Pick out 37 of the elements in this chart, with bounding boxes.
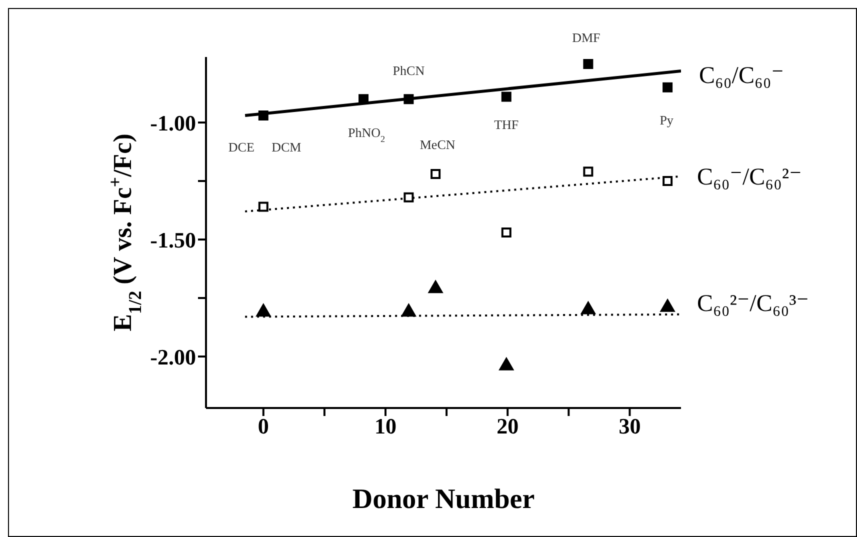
point — [662, 82, 673, 92]
y-tick-label: -1.50 — [150, 227, 196, 252]
annotation: DMF — [572, 30, 600, 46]
point — [499, 358, 514, 370]
annotation: PhCN — [392, 63, 426, 78]
point — [501, 228, 512, 238]
point — [404, 192, 414, 202]
annotation: DCE — [228, 140, 254, 154]
annotation: THF — [494, 116, 519, 132]
point — [501, 92, 512, 102]
x-tick-label: 30 — [618, 414, 641, 439]
point — [258, 110, 268, 120]
annotation: PhNO$_{2}$ — [348, 125, 386, 144]
x-tick-label: 20 — [496, 414, 519, 439]
point — [430, 169, 441, 179]
point — [256, 304, 270, 317]
series-label: C₆₀/C₆₀⁻ — [699, 62, 784, 89]
point — [428, 280, 443, 294]
series-label: C₆₀⁻/C₆₀²⁻ — [697, 164, 802, 191]
point — [583, 166, 594, 177]
annotation: MeCN — [420, 137, 456, 152]
point — [581, 302, 596, 314]
point — [358, 94, 369, 104]
point — [402, 304, 416, 317]
x-tick-label: 10 — [374, 414, 396, 439]
point — [404, 94, 414, 104]
annotation: DCM — [272, 140, 302, 154]
annotation: Py — [660, 112, 674, 128]
series-label: C₆₀²⁻/C₆₀³⁻ — [697, 290, 809, 317]
y-tick-label: -2.00 — [150, 344, 196, 370]
y-tick-label: -1.00 — [150, 110, 196, 136]
x-tick-label: 0 — [258, 414, 269, 439]
point — [258, 202, 268, 212]
point — [583, 59, 594, 70]
point — [660, 299, 675, 312]
point — [662, 176, 673, 186]
x-axis-title: Donor Number — [352, 484, 535, 515]
